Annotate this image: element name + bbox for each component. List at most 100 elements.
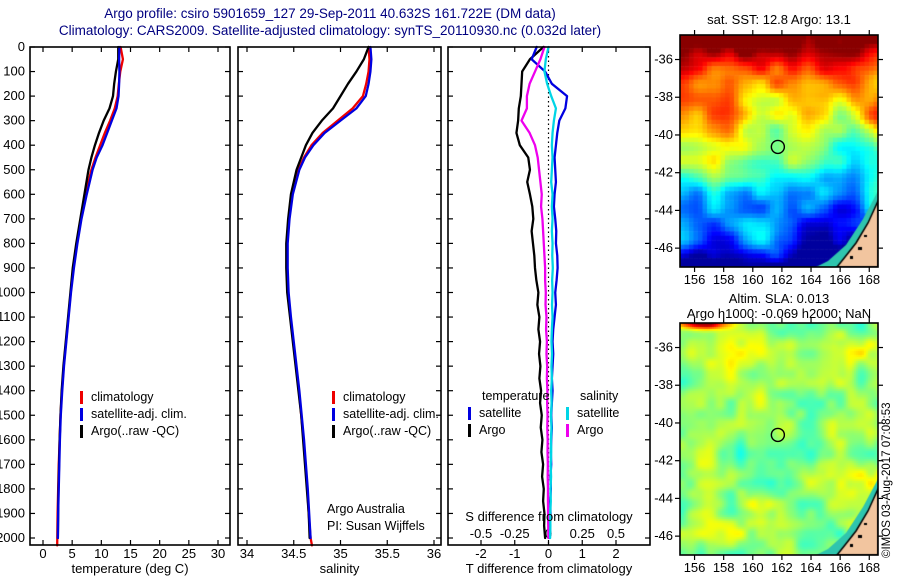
svg-text:400: 400 (3, 137, 25, 152)
temperature_profile-series (56, 45, 125, 547)
svg-text:1: 1 (579, 546, 586, 561)
difference_profile-panel: -2 -1 0 1 2 -0.5 -0.25 0 0.25 0.5 (447, 45, 651, 561)
legend-label: climatology (91, 390, 154, 404)
svg-text:200: 200 (3, 88, 25, 103)
svg-text:1200: 1200 (0, 334, 25, 349)
svg-text:1500: 1500 (0, 407, 25, 422)
svg-text:0.5: 0.5 (607, 526, 625, 541)
salinity_profile-series (285, 45, 373, 547)
legend-label: Argo(..raw -QC) (91, 424, 180, 438)
svg-text:162: 162 (771, 272, 793, 287)
sst-map-title: sat. SST: 12.8 Argo: 13.1 (707, 12, 851, 27)
svg-text:1800: 1800 (0, 481, 25, 496)
svg-text:160: 160 (742, 560, 764, 575)
svg-text:900: 900 (3, 260, 25, 275)
satellite-adj-swatch (80, 408, 83, 421)
svg-text:15: 15 (123, 546, 137, 561)
svg-text:300: 300 (3, 113, 25, 128)
legend-item: climatology (80, 389, 187, 406)
svg-text:-46: -46 (654, 528, 673, 543)
legend-item: Argo(..raw -QC) (332, 423, 439, 440)
climatology-swatch (332, 391, 335, 404)
svg-text:5: 5 (69, 546, 76, 561)
svg-text:-44: -44 (654, 490, 673, 505)
temperature_profile-panel: 0100200300400500600700800900100011001200… (0, 39, 231, 561)
svg-text:-1: -1 (509, 546, 521, 561)
svg-text:164: 164 (800, 272, 822, 287)
svg-text:-40: -40 (654, 127, 673, 142)
svg-text:166: 166 (829, 560, 851, 575)
svg-text:35.5: 35.5 (375, 546, 400, 561)
temperature-diff-legend: temperature satellite Argo (468, 388, 549, 439)
svg-text:158: 158 (713, 560, 735, 575)
argo-sdiff-swatch (566, 424, 569, 437)
pi-note: Argo Australia PI: Susan Wijffels (327, 501, 425, 534)
salinity-legend: climatology satellite-adj. clim. Argo(..… (332, 389, 439, 440)
legend-label: Argo(..raw -QC) (343, 424, 432, 438)
svg-text:156: 156 (684, 560, 706, 575)
salinity_profile-panel: 34 34.5 35 35.5 36 (237, 45, 442, 561)
svg-text:800: 800 (3, 235, 25, 250)
sla-map-title: Altim. SLA: 0.013 (728, 291, 830, 306)
svg-text:2000: 2000 (0, 530, 25, 545)
svg-text:0: 0 (18, 39, 25, 54)
svg-text:1300: 1300 (0, 358, 25, 373)
legend-label: Argo (577, 423, 604, 437)
legend-label: satellite (577, 406, 620, 420)
svg-text:-46: -46 (654, 240, 673, 255)
svg-text:0: 0 (545, 546, 552, 561)
svg-text:34: 34 (240, 546, 254, 561)
note-line: Argo Australia (327, 502, 405, 516)
svg-text:100: 100 (3, 64, 25, 79)
sla-map (680, 323, 878, 555)
svg-text:-42: -42 (654, 165, 673, 180)
legend-item: satellite-adj. clim. (80, 406, 187, 423)
legend-label: satellite-adj. clim. (91, 407, 187, 421)
svg-text:166: 166 (829, 272, 851, 287)
salinity-axis-label: salinity (319, 561, 360, 576)
legend-item: satellite (566, 405, 619, 422)
svg-text:168: 168 (858, 560, 880, 575)
svg-text:-40: -40 (654, 415, 673, 430)
svg-text:20: 20 (152, 546, 166, 561)
imos-credit: ©IMOS 03-Aug-2017 07:08:53 (881, 402, 893, 558)
svg-text:35: 35 (333, 546, 347, 561)
svg-text:-0.5: -0.5 (470, 526, 492, 541)
svg-text:-0.25: -0.25 (500, 526, 530, 541)
svg-text:168: 168 (858, 272, 880, 287)
svg-text:162: 162 (771, 560, 793, 575)
legend-header: salinity (580, 389, 619, 403)
svg-text:156: 156 (684, 272, 706, 287)
figure-title: Argo profile: csiro 5901659_127 29-Sep-2… (0, 5, 660, 39)
legend-label: climatology (343, 390, 406, 404)
argo-swatch (332, 425, 335, 438)
s-difference-axis-label: S difference from climatology (465, 509, 633, 524)
svg-text:36: 36 (427, 546, 441, 561)
svg-text:600: 600 (3, 186, 25, 201)
sla-map-subtitle: Argo h1000: -0.069 h2000: NaN (686, 306, 872, 321)
temperature-axis-label: temperature (deg C) (71, 561, 189, 576)
legend-label: Argo (479, 423, 506, 437)
svg-text:1000: 1000 (0, 285, 25, 300)
svg-text:500: 500 (3, 162, 25, 177)
satellite-adj-swatch (332, 408, 335, 421)
svg-text:34.5: 34.5 (281, 546, 306, 561)
svg-text:-38: -38 (654, 377, 673, 392)
sst-map (680, 35, 878, 267)
legend-item: Argo (468, 422, 549, 439)
legend-label: satellite (479, 406, 522, 420)
svg-text:1600: 1600 (0, 432, 25, 447)
difference_profile-series (515, 45, 569, 540)
satellite-tdiff-swatch (468, 407, 471, 420)
t-difference-axis-label: T difference from climatology (465, 561, 633, 576)
legend-item: satellite-adj. clim. (332, 406, 439, 423)
legend-header: temperature (482, 389, 550, 403)
legend-item: climatology (332, 389, 439, 406)
svg-text:1700: 1700 (0, 456, 25, 471)
svg-text:700: 700 (3, 211, 25, 226)
svg-text:-36: -36 (654, 52, 673, 67)
svg-text:2: 2 (612, 546, 619, 561)
title-line-2: Climatology: CARS2009. Satellite-adjuste… (58, 23, 602, 38)
satellite-sdiff-swatch (566, 407, 569, 420)
